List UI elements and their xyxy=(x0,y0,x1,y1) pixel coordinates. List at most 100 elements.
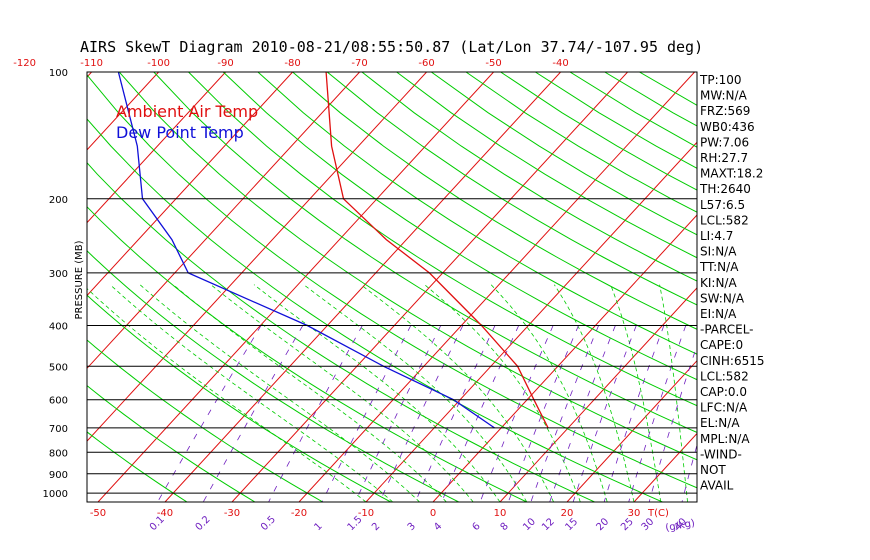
sounding-index-label: RH:27.7 xyxy=(700,151,748,165)
pressure-tick-label: 900 xyxy=(49,470,68,481)
pressure-tick-label: 200 xyxy=(49,195,68,206)
dry-adiabat-line xyxy=(87,294,392,502)
moist-adiabat-line xyxy=(553,284,635,502)
pressure-tick-label: 100 xyxy=(49,68,68,79)
sounding-index-label: KI:N/A xyxy=(700,276,737,290)
sounding-index-label: TP:100 xyxy=(699,73,742,87)
dry-adiabat-line xyxy=(87,384,256,502)
sounding-index-label: MAXT:18.2 xyxy=(700,167,763,181)
dry-adiabat-line xyxy=(326,72,697,306)
temp-tick-label-top: -100 xyxy=(147,58,170,69)
pressure-tick-label: 800 xyxy=(49,448,68,459)
isotherm-line xyxy=(633,432,697,502)
sounding-index-label: FRZ:569 xyxy=(700,104,750,118)
sounding-index-label: CAPE:0 xyxy=(700,338,743,352)
dry-adiabat-line xyxy=(639,72,697,106)
mixing-ratio-line xyxy=(479,325,554,502)
dry-adiabat-line xyxy=(87,74,697,489)
sounding-index-label: LCL:582 xyxy=(700,213,749,227)
temp-tick-label-bottom: -10 xyxy=(358,508,374,519)
moist-adiabat-line xyxy=(109,284,394,502)
moist-adiabat-line xyxy=(87,287,367,502)
moist-adiabat-line xyxy=(424,284,581,502)
dry-adiabat-line xyxy=(118,72,697,461)
pressure-tick-label: 600 xyxy=(49,396,68,407)
dry-adiabat-line xyxy=(396,72,697,259)
temp-tick-label-bottom: 20 xyxy=(561,508,574,519)
moist-adiabat-line xyxy=(490,284,608,502)
sounding-index-label: -PARCEL- xyxy=(700,323,754,337)
plot-frame xyxy=(86,71,698,503)
isotherm-line xyxy=(97,72,494,502)
mixing-ratio-tick-label: 0.2 xyxy=(194,514,213,533)
isotherm-line xyxy=(432,214,697,502)
sounding-index-label: NOT xyxy=(700,463,726,477)
moist-adiabat-line xyxy=(210,284,474,502)
temp-tick-label-bottom: -40 xyxy=(157,508,173,519)
moist-adiabat-line xyxy=(610,284,662,502)
dry-adiabat-line xyxy=(87,162,595,502)
isotherm-line xyxy=(768,72,870,502)
isotherm-line xyxy=(835,72,870,502)
temp-tick-label-top: -50 xyxy=(485,58,501,69)
sounding-index-label: MW:N/A xyxy=(700,89,748,103)
mixing-ratio-tick-label: 20 xyxy=(594,516,611,533)
temp-tick-label-bottom: -50 xyxy=(90,508,106,519)
sounding-index-label: TH:2640 xyxy=(699,182,751,196)
pressure-tick-label: 700 xyxy=(49,424,68,435)
temp-axis-unit: T(C) xyxy=(647,508,669,519)
mixing-ratio-tick-label: 1 xyxy=(312,521,324,533)
dry-adiabat-line xyxy=(292,72,697,330)
mixing-ratio-tick-label: 2 xyxy=(370,521,382,533)
sounding-index-label: SW:N/A xyxy=(700,291,745,305)
isotherm-line xyxy=(87,72,360,370)
dry-adiabat-line xyxy=(188,72,697,407)
legend: Ambient Air Temp Dew Point Temp xyxy=(116,102,258,142)
temp-tick-label-top: -60 xyxy=(418,58,434,69)
mixing-ratio-line xyxy=(648,344,697,502)
isotherm-line xyxy=(231,72,628,502)
temp-tick-label-top: -110 xyxy=(80,58,103,69)
isotherm-line xyxy=(0,72,25,502)
dry-adiabat-line xyxy=(87,206,527,502)
mixing-ratio-tick-label: 4 xyxy=(432,521,444,533)
mixing-ratio-line xyxy=(572,325,637,502)
temp-tick-label-bottom: 0 xyxy=(430,508,436,519)
sounding-index-label: TT:N/A xyxy=(699,260,739,274)
moist-adiabat-line xyxy=(139,284,420,502)
moist-adiabat-line xyxy=(303,284,528,502)
sounding-index-label: -WIND- xyxy=(700,447,742,461)
mixing-ratio-line xyxy=(441,325,520,502)
moist-adiabat-line xyxy=(253,284,501,502)
y-axis-label: PRESSURE (MB) xyxy=(74,240,85,319)
temp-tick-label-top: -120 xyxy=(13,58,36,69)
mixing-ratio-line xyxy=(415,325,496,502)
isotherm-line xyxy=(87,72,427,442)
mixing-ratio-line xyxy=(628,325,687,502)
mixing-ratio-unit: (g/kg) xyxy=(665,518,696,534)
mixing-ratio-line xyxy=(202,325,304,502)
sounding-index-label: WB0:436 xyxy=(700,120,755,134)
mixing-ratio-tick-label: 12 xyxy=(540,516,557,533)
mixing-ratio-tick-label: 8 xyxy=(499,521,511,533)
moist-adiabat-line xyxy=(659,284,688,502)
sounding-index-label: CAP:0.0 xyxy=(700,385,747,399)
legend-entry: Ambient Air Temp xyxy=(116,102,258,121)
pressure-tick-label: 1000 xyxy=(43,489,68,500)
sounding-index-label: LCL:582 xyxy=(700,369,749,383)
sounding-index-label: L57:6.5 xyxy=(700,198,745,212)
dry-adiabat-line xyxy=(87,250,459,502)
dry-adiabat-line xyxy=(500,72,697,191)
isotherm-line xyxy=(164,72,561,502)
mixing-ratio-line xyxy=(530,325,599,502)
dry-adiabat-line xyxy=(257,72,697,355)
temp-tick-label-bottom: 10 xyxy=(494,508,507,519)
background-grid xyxy=(0,72,870,502)
mixing-ratio-tick-label: 6 xyxy=(470,521,482,533)
dry-adiabat-line xyxy=(153,72,697,433)
dry-adiabat-line xyxy=(222,72,697,381)
temp-tick-label-top: -80 xyxy=(284,58,300,69)
mixing-ratio-line xyxy=(354,325,442,502)
